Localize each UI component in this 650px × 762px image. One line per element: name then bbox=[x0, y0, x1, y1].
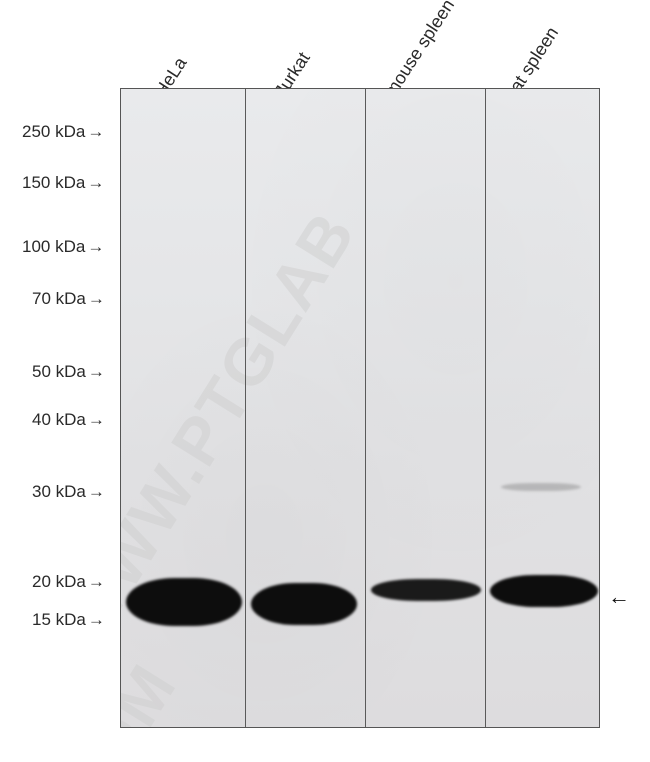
arrow-right-icon: → bbox=[88, 289, 105, 309]
protein-band bbox=[251, 583, 357, 625]
blot-membrane: WWW.PTGLAB .COM bbox=[120, 88, 600, 728]
protein-band bbox=[490, 575, 598, 607]
protein-band-faint bbox=[501, 483, 581, 491]
mw-marker: 30 kDa→ bbox=[32, 482, 105, 502]
arrow-right-icon: → bbox=[88, 610, 105, 630]
arrow-left-icon: ← bbox=[608, 584, 630, 610]
mw-marker: 150 kDa→ bbox=[22, 173, 104, 193]
mw-marker: 50 kDa→ bbox=[32, 362, 105, 382]
mw-marker: 15 kDa→ bbox=[32, 610, 105, 630]
mw-marker: 40 kDa→ bbox=[32, 410, 105, 430]
mw-marker: 100 kDa→ bbox=[22, 237, 104, 257]
arrow-right-icon: → bbox=[87, 173, 104, 193]
arrow-right-icon: → bbox=[88, 572, 105, 592]
mw-marker: 70 kDa→ bbox=[32, 289, 105, 309]
arrow-right-icon: → bbox=[88, 410, 105, 430]
protein-band bbox=[126, 578, 242, 626]
arrow-right-icon: → bbox=[87, 237, 104, 257]
membrane-texture bbox=[121, 89, 599, 727]
mw-marker: 20 kDa→ bbox=[32, 572, 105, 592]
protein-band bbox=[371, 579, 481, 601]
lane-separator bbox=[245, 89, 246, 727]
arrow-right-icon: → bbox=[87, 122, 104, 142]
arrow-right-icon: → bbox=[88, 362, 105, 382]
lane-label: mouse spleen bbox=[380, 0, 459, 101]
lane-separator bbox=[365, 89, 366, 727]
figure-container: HeLa Jurkat mouse spleen rat spleen 250 … bbox=[0, 0, 650, 762]
lane-separator bbox=[485, 89, 486, 727]
arrow-right-icon: → bbox=[88, 482, 105, 502]
mw-marker: 250 kDa→ bbox=[22, 122, 104, 142]
